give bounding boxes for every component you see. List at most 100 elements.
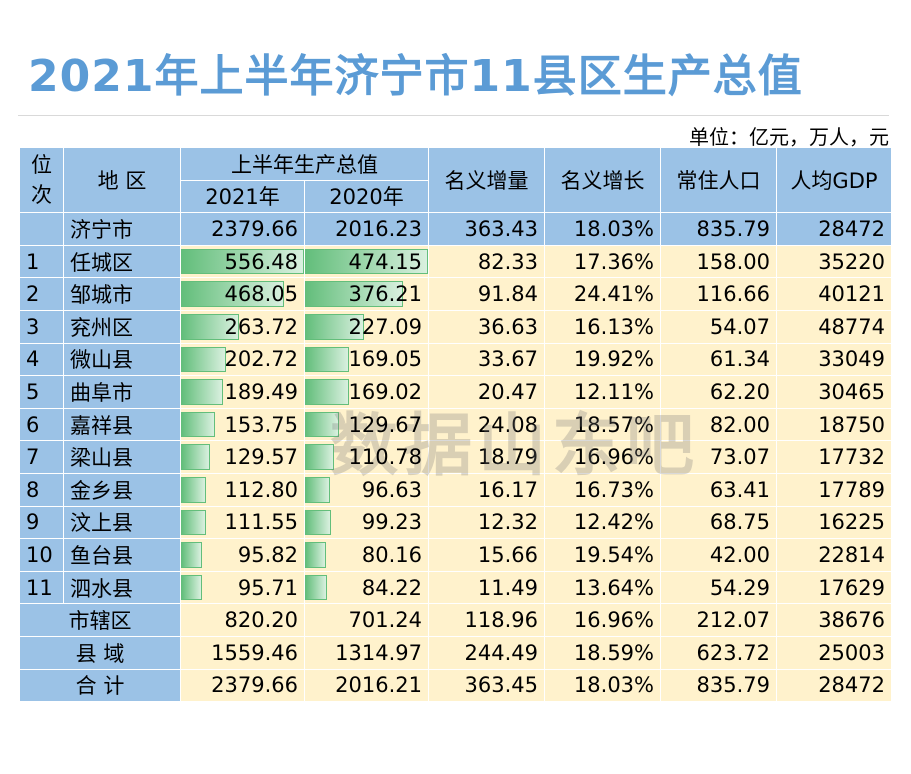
increase-cell: 24.08 [428, 407, 545, 442]
increase-cell: 20.47 [428, 375, 545, 409]
increase-cell: 36.63 [428, 309, 545, 344]
header-region: 地 区 [63, 146, 181, 214]
growth-cell: 19.92% [544, 342, 661, 377]
data-bar [305, 379, 349, 405]
population-cell: 623.72 [660, 635, 777, 670]
gdp-2021-cell: 111.55 [180, 505, 305, 540]
data-bar [181, 346, 226, 373]
population-cell: 73.07 [660, 440, 777, 474]
per-capita-cell: 18750 [776, 407, 892, 442]
summary-name: 县 域 [19, 635, 181, 670]
per-capita-cell: 17732 [776, 440, 892, 474]
header-population: 常住人口 [660, 146, 777, 214]
data-bar [181, 444, 210, 470]
gdp-2021-cell: 468.05 [180, 277, 305, 311]
gdp-2020-cell: 701.24 [304, 603, 429, 637]
header-increase: 名义增量 [428, 146, 545, 214]
gdp-2020-cell: 169.05 [304, 342, 429, 377]
data-bar [181, 281, 285, 307]
title-divider [18, 115, 889, 116]
growth-cell: 13.64% [544, 570, 661, 605]
increase-cell: 33.67 [428, 342, 545, 377]
region-name: 金乡县 [63, 472, 181, 507]
increase-cell: 118.96 [428, 603, 545, 637]
population-cell: 68.75 [660, 505, 777, 540]
cell-value: 111.55 [224, 510, 298, 535]
summary-name: 市辖区 [19, 603, 181, 637]
increase-cell: 363.43 [428, 212, 545, 246]
gdp-2021-cell: 112.80 [180, 472, 305, 507]
data-bar [181, 411, 215, 438]
growth-cell: 16.96% [544, 440, 661, 474]
table-row: 4 微山县 202.72 169.05 33.67 19.92% 61.34 33049 [19, 342, 892, 377]
region-name: 兖州区 [63, 309, 181, 344]
data-bar [305, 574, 327, 601]
gdp-2020-cell: 169.02 [304, 375, 429, 409]
header-2021: 2021年 [180, 179, 305, 214]
gdp-2020-cell: 474.15 [304, 244, 429, 279]
rank-cell: 1 [19, 244, 64, 279]
data-bar [305, 444, 334, 470]
summary-name: 合 计 [19, 668, 181, 703]
table-row: 11 泗水县 95.71 84.22 11.49 13.64% 54.29 17629 [19, 570, 892, 605]
per-capita-cell: 17629 [776, 570, 892, 605]
gdp-2020-cell: 96.63 [304, 472, 429, 507]
gdp-2021-cell: 2379.66 [180, 668, 305, 703]
increase-cell: 363.45 [428, 668, 545, 703]
unit-note: 单位：亿元，万人，元 [689, 125, 889, 149]
rank-cell: 11 [19, 570, 64, 605]
increase-cell: 15.66 [428, 538, 545, 572]
per-capita-cell: 33049 [776, 342, 892, 377]
gdp-2021-cell: 202.72 [180, 342, 305, 377]
population-cell: 42.00 [660, 538, 777, 572]
per-capita-cell: 35220 [776, 244, 892, 279]
growth-cell: 24.41% [544, 277, 661, 311]
gdp-2020-cell: 129.67 [304, 407, 429, 442]
gdp-2021-cell: 263.72 [180, 309, 305, 344]
data-bar [181, 248, 304, 275]
per-capita-cell: 25003 [776, 635, 892, 670]
gdp-2020-cell: 2016.21 [304, 668, 429, 703]
population-cell: 212.07 [660, 603, 777, 637]
gdp-table: 位次 地 区 上半年生产总值 名义增量 名义增长 常住人口 人均GDP 2021… [19, 146, 892, 703]
region-name: 泗水县 [63, 570, 181, 605]
cell-value: 112.80 [224, 477, 298, 502]
gdp-2020-cell: 227.09 [304, 309, 429, 344]
increase-cell: 82.33 [428, 244, 545, 279]
rank-cell: 5 [19, 375, 64, 409]
summary-row: 市辖区 820.20 701.24 118.96 16.96% 212.07 38676 [19, 603, 892, 637]
cell-value: 169.05 [348, 347, 422, 372]
increase-cell: 16.17 [428, 472, 545, 507]
gdp-2021-cell: 153.75 [180, 407, 305, 442]
data-bar [181, 509, 206, 536]
cell-value: 169.02 [348, 379, 422, 404]
summary-row: 合 计 2379.66 2016.21 363.45 18.03% 835.79 28472 [19, 668, 892, 703]
region-name: 曲阜市 [63, 375, 181, 409]
region-name: 嘉祥县 [63, 407, 181, 442]
cell-value: 110.78 [348, 445, 422, 470]
cell-value: 263.72 [224, 314, 298, 339]
data-bar [305, 509, 331, 536]
data-bar [305, 476, 331, 503]
population-cell: 62.20 [660, 375, 777, 409]
population-cell: 116.66 [660, 277, 777, 311]
gdp-2020-cell: 80.16 [304, 538, 429, 572]
table-row: 7 梁山县 129.57 110.78 18.79 16.96% 73.07 17732 [19, 440, 892, 474]
population-cell: 61.34 [660, 342, 777, 377]
population-cell: 54.07 [660, 309, 777, 344]
cell-value: 556.48 [224, 249, 298, 274]
per-capita-cell: 38676 [776, 603, 892, 637]
per-capita-cell: 17789 [776, 472, 892, 507]
growth-cell: 19.54% [544, 538, 661, 572]
per-capita-cell: 30465 [776, 375, 892, 409]
population-cell: 835.79 [660, 668, 777, 703]
growth-cell: 18.57% [544, 407, 661, 442]
increase-cell: 18.79 [428, 440, 545, 474]
table-row: 3 兖州区 263.72 227.09 36.63 16.13% 54.07 48774 [19, 309, 892, 344]
increase-cell: 12.32 [428, 505, 545, 540]
region-name: 济宁市 [63, 212, 181, 246]
table-row: 6 嘉祥县 153.75 129.67 24.08 18.57% 82.00 18750 [19, 407, 892, 442]
region-name: 微山县 [63, 342, 181, 377]
increase-cell: 244.49 [428, 635, 545, 670]
cell-value: 129.57 [224, 445, 298, 470]
